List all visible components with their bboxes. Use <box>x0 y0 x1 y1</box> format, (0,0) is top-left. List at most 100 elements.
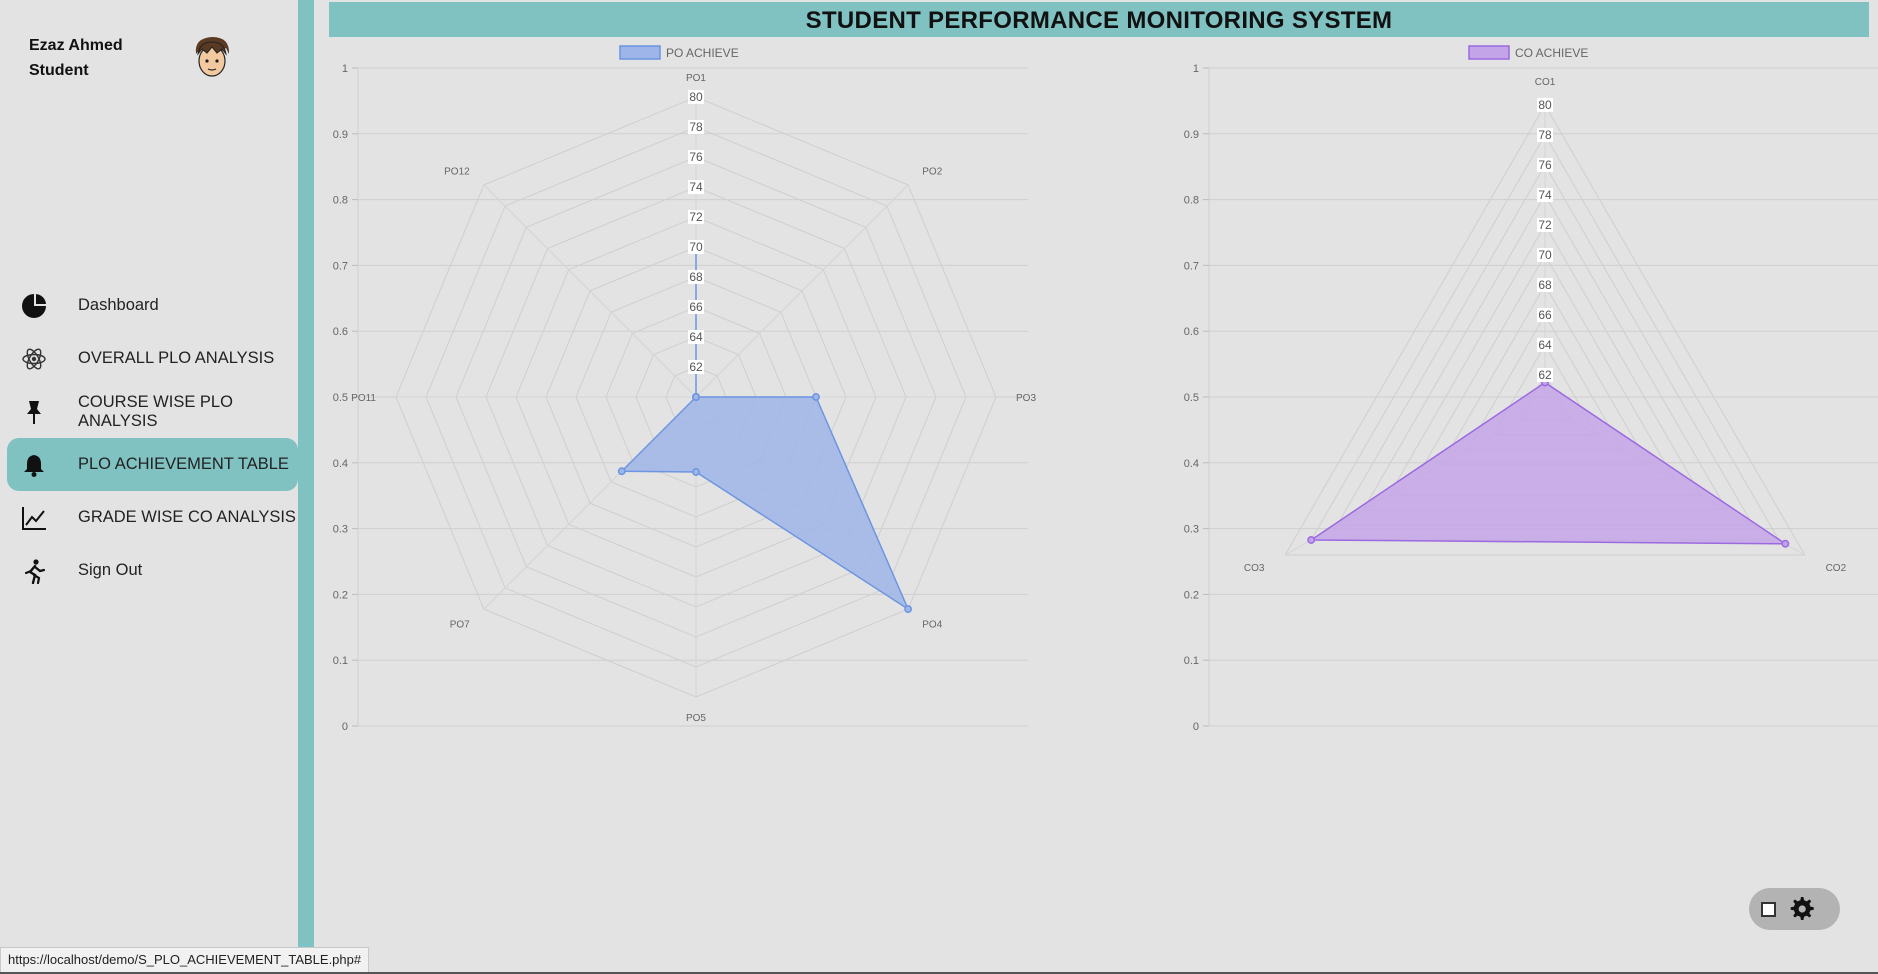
r-tick-label-bg <box>1537 158 1553 172</box>
r-tick-label-bg <box>688 240 704 254</box>
radar-spoke <box>695 184 909 398</box>
y-tick-label: 0.8 <box>333 195 348 207</box>
r-tick-label-bg <box>688 270 704 284</box>
r-tick-label: 74 <box>689 180 703 194</box>
user-role: Student <box>29 62 89 79</box>
user-profile: Ezaz Ahmed Student <box>29 33 123 83</box>
nav-label: Dashboard <box>78 296 159 314</box>
r-tick-label-bg <box>688 360 704 374</box>
r-tick-label: 72 <box>689 210 703 224</box>
r-tick-label-bg <box>1537 368 1553 382</box>
r-tick-label-bg <box>1537 308 1553 322</box>
user-name: Ezaz Ahmed <box>29 37 123 54</box>
line-chart-icon <box>22 507 46 530</box>
radar-data-point <box>812 393 820 401</box>
y-tick-label: 0.5 <box>1184 392 1199 404</box>
nav-label: Sign Out <box>78 561 143 579</box>
radar-grid-ring <box>1284 103 1806 556</box>
r-tick-label: 66 <box>1538 308 1552 322</box>
r-tick-label: 72 <box>1538 218 1552 232</box>
r-tick-label-bg <box>688 300 704 314</box>
y-tick-label: 0.3 <box>1184 524 1199 536</box>
radar-category-label: PO12 <box>444 167 470 178</box>
r-tick-label-bg <box>688 120 704 134</box>
r-tick-label: 78 <box>1538 128 1552 142</box>
y-tick-label: 0.2 <box>333 589 348 601</box>
radar-category-label: CO1 <box>1535 77 1556 88</box>
pie-chart-icon <box>22 294 46 318</box>
legend-swatch <box>619 45 661 60</box>
y-tick-label: 0.4 <box>333 458 348 470</box>
y-tick-label: 0.7 <box>333 260 348 272</box>
avatar[interactable] <box>190 34 234 80</box>
r-tick-label: 78 <box>689 120 703 134</box>
nav-item-overall-plo-analysis[interactable]: OVERALL PLO ANALYSIS <box>7 332 298 385</box>
r-tick-label-bg <box>688 330 704 344</box>
radar-data-point <box>904 605 913 614</box>
r-tick-label-bg <box>1537 248 1553 262</box>
r-tick-label-bg <box>1537 188 1553 202</box>
radar-data-point <box>692 393 700 401</box>
y-tick-label: 0.9 <box>1184 129 1199 141</box>
radar-data-point <box>1781 539 1790 548</box>
y-tick-label: 0.1 <box>333 655 348 667</box>
y-tick-label: 0.6 <box>333 326 348 338</box>
y-tick-label: 0 <box>1193 721 1199 733</box>
r-tick-label-bg <box>1537 128 1553 142</box>
nav-label: PLO ACHIEVEMENT TABLE <box>78 455 289 473</box>
r-tick-label: 80 <box>1538 98 1552 112</box>
r-tick-label: 64 <box>689 330 703 344</box>
radar-data-point <box>1307 536 1316 544</box>
y-tick-label: 0 <box>342 721 348 733</box>
y-tick-label: 0.7 <box>1184 260 1199 272</box>
nav-label: GRADE WISE CO ANALYSIS <box>78 508 296 526</box>
radar-category-label: PO11 <box>351 393 376 404</box>
r-tick-label-bg <box>688 90 704 104</box>
y-tick-label: 1 <box>1193 63 1199 75</box>
nav-item-course-wise-plo-analysis[interactable]: COURSE WISE PLO ANALYSIS <box>7 385 298 438</box>
y-tick-label: 0.6 <box>1184 326 1199 338</box>
legend-label: PO ACHIEVE <box>666 46 739 60</box>
radar-category-label: PO5 <box>686 713 706 724</box>
y-tick-label: 0.2 <box>1184 589 1199 601</box>
r-tick-label: 76 <box>1538 158 1552 172</box>
radar-category-label: PO2 <box>922 167 942 178</box>
y-tick-label: 0.3 <box>333 524 348 536</box>
r-tick-label-bg <box>688 180 704 194</box>
nav-label: OVERALL PLO ANALYSIS <box>78 349 275 367</box>
r-tick-label: 74 <box>1538 188 1552 202</box>
radar-category-label: PO1 <box>686 73 706 84</box>
nav-item-sign-out[interactable]: Sign Out <box>7 544 298 597</box>
theme-toggle-checkbox[interactable] <box>1761 902 1776 917</box>
r-tick-label-bg <box>1537 98 1553 112</box>
r-tick-label: 62 <box>689 360 703 374</box>
sidebar-nav: Dashboard OVERALL PLO ANALYSIS COURSE WI… <box>7 279 298 597</box>
y-tick-label: 0.5 <box>333 392 348 404</box>
bell-icon <box>24 455 44 477</box>
legend-swatch <box>1468 45 1510 60</box>
running-person-icon <box>24 559 46 584</box>
y-tick-label: 0.4 <box>1184 458 1199 470</box>
status-bar-url: https://localhost/demo/S_PLO_ACHIEVEMENT… <box>0 947 370 973</box>
settings-widget <box>1749 888 1840 930</box>
r-tick-label: 68 <box>689 270 703 284</box>
y-tick-label: 0.9 <box>333 129 348 141</box>
gear-icon[interactable] <box>1785 893 1817 925</box>
radar-data-area <box>619 247 910 612</box>
atom-icon <box>22 348 46 370</box>
radar-category-label: PO7 <box>450 619 470 630</box>
y-tick-label: 0.1 <box>1184 655 1199 667</box>
radar-category-label: PO4 <box>922 619 942 630</box>
nav-item-dashboard[interactable]: Dashboard <box>7 279 298 332</box>
sidebar-divider <box>298 0 314 974</box>
y-tick-label: 0.8 <box>1184 195 1199 207</box>
page-header: STUDENT PERFORMANCE MONITORING SYSTEM <box>329 2 1869 37</box>
page-title: STUDENT PERFORMANCE MONITORING SYSTEM <box>805 7 1393 34</box>
nav-item-grade-wise-co-analysis[interactable]: GRADE WISE CO ANALYSIS <box>7 491 298 544</box>
radar-spoke <box>483 184 697 398</box>
r-tick-label: 76 <box>689 150 703 164</box>
nav-item-plo-achievement-table[interactable]: PLO ACHIEVEMENT TABLE <box>7 438 298 491</box>
r-tick-label: 66 <box>689 300 703 314</box>
r-tick-label-bg <box>688 210 704 224</box>
